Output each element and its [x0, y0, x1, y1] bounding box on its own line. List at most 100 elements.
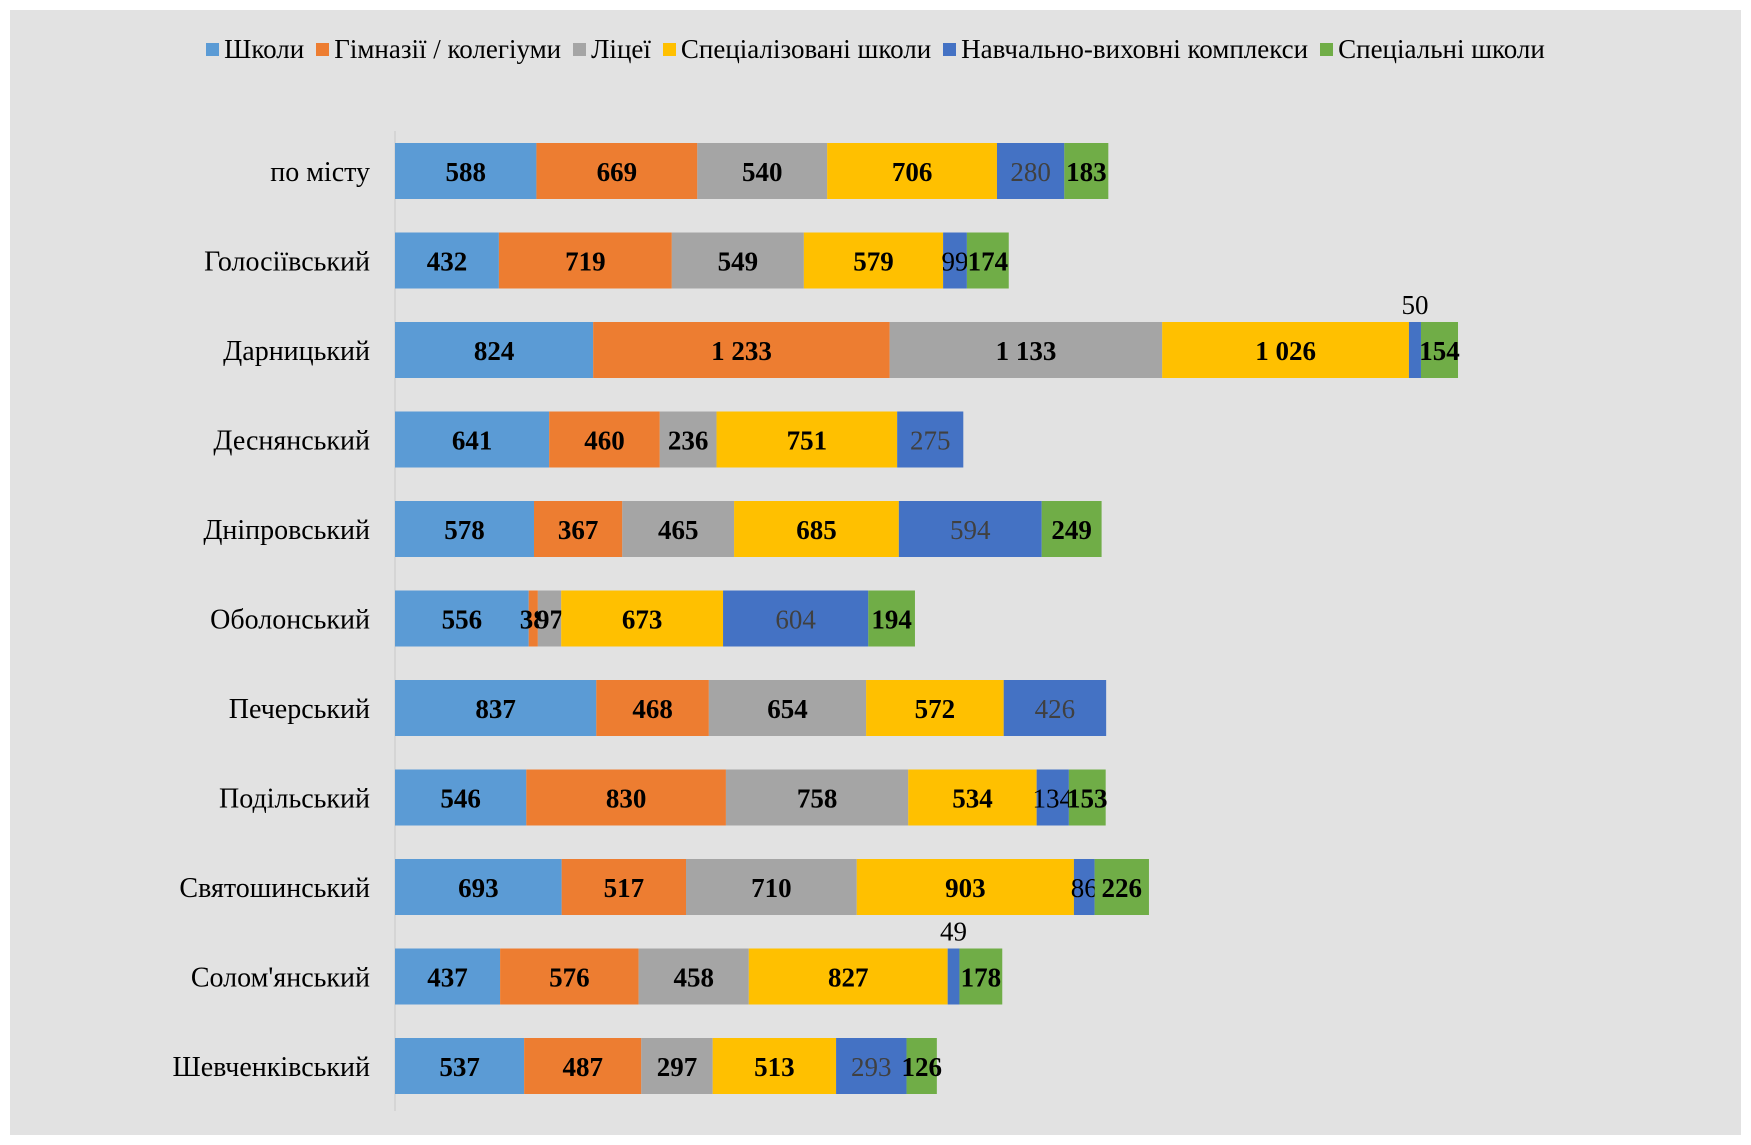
- bar-segment: [395, 680, 597, 736]
- data-label: 540: [742, 157, 783, 187]
- bar-segment: [898, 501, 1042, 557]
- data-label: 556: [442, 605, 483, 635]
- category-label: Подільський: [219, 784, 370, 815]
- bar-segment: [1408, 322, 1421, 378]
- bar-segment: [561, 859, 687, 915]
- data-label: 183: [1066, 157, 1107, 187]
- data-label: 460: [584, 426, 625, 456]
- data-label: 549: [718, 247, 759, 277]
- bar-segment: [536, 143, 698, 199]
- data-label: 654: [767, 694, 808, 724]
- bar-segment: [593, 322, 890, 378]
- category-label: Святошинський: [179, 873, 370, 904]
- bar-segment: [395, 1038, 525, 1094]
- bar-segment: [906, 1038, 937, 1094]
- legend-item: Ліцеї: [573, 34, 651, 65]
- bar-segment: [708, 680, 867, 736]
- data-label: 903: [945, 873, 986, 903]
- legend-swatch: [1320, 43, 1334, 56]
- bar-segment: [836, 1038, 907, 1094]
- data-label: 706: [892, 157, 933, 187]
- data-label: 693: [458, 873, 499, 903]
- data-label: 49: [940, 917, 967, 947]
- bar-segment: [395, 322, 594, 378]
- legend-label: Спеціальні школи: [1338, 34, 1545, 64]
- bar-segment: [641, 1038, 713, 1094]
- bar-segment: [868, 590, 915, 647]
- data-label: 154: [1419, 336, 1460, 366]
- bar-segment: [395, 411, 550, 468]
- data-label: 1 026: [1255, 336, 1316, 366]
- data-label: 517: [604, 873, 645, 903]
- bar-segment: [659, 411, 717, 468]
- data-label: 604: [775, 605, 816, 635]
- data-label: 97: [536, 605, 563, 635]
- data-label: 537: [439, 1052, 480, 1082]
- bar-segment: [908, 769, 1037, 826]
- data-label: 194: [871, 605, 912, 635]
- data-label: 293: [851, 1052, 892, 1082]
- data-label: 134: [1033, 784, 1074, 814]
- legend-label: Школи: [224, 34, 305, 64]
- bar-segment: [966, 232, 1009, 289]
- legend-swatch: [316, 43, 330, 56]
- bar-segment: [596, 680, 709, 736]
- bar-segment: [686, 859, 857, 915]
- bar-segment: [549, 411, 660, 468]
- bar-segment: [734, 501, 899, 557]
- bar-segment: [866, 680, 1004, 736]
- bar-segment: [622, 501, 735, 557]
- data-label: 174: [968, 247, 1009, 277]
- bar-segment: [697, 143, 828, 199]
- data-label: 226: [1102, 873, 1143, 903]
- data-label: 641: [452, 426, 493, 456]
- bar-segment: [856, 859, 1074, 915]
- legend-item: Школи: [206, 34, 304, 65]
- data-label: 594: [950, 515, 991, 545]
- legend-swatch: [662, 43, 676, 56]
- data-label: 297: [657, 1052, 698, 1082]
- data-label: 126: [901, 1052, 942, 1082]
- data-label: 1 233: [711, 336, 772, 366]
- data-label: 673: [622, 605, 663, 635]
- data-label: 99: [942, 247, 969, 277]
- bar-segment: [1420, 322, 1459, 378]
- bar-segment: [524, 1038, 642, 1094]
- bar-segment: [395, 769, 527, 826]
- category-label: Солом'янський: [191, 963, 370, 994]
- bar-segment: [1041, 501, 1102, 557]
- bar-segment: [803, 232, 944, 289]
- category-label: Деснянський: [213, 426, 370, 457]
- category-label: Дарницький: [223, 336, 370, 367]
- category-label: по місту: [270, 157, 370, 188]
- data-label: 275: [910, 426, 951, 456]
- bar-segment: [395, 501, 535, 557]
- bar-segment: [395, 143, 537, 199]
- data-label: 685: [796, 515, 837, 545]
- data-label: 426: [1035, 694, 1076, 724]
- bar-segment: [1068, 769, 1106, 826]
- legend-label: Навчально-виховні комплекси: [961, 34, 1309, 64]
- category-label: Голосіївський: [204, 247, 370, 278]
- data-label: 236: [668, 426, 709, 456]
- bar-segment: [395, 948, 501, 1005]
- bar-segment: [1003, 680, 1107, 736]
- bar-segment: [1064, 143, 1109, 199]
- bar-segment: [395, 590, 529, 647]
- data-label: 710: [751, 873, 792, 903]
- bar-segment: [1162, 322, 1409, 378]
- data-label: 458: [673, 963, 714, 993]
- category-label: Печерський: [229, 694, 370, 725]
- bar-segment: [1036, 769, 1069, 826]
- data-label: 468: [632, 694, 673, 724]
- data-label: 751: [787, 426, 828, 456]
- legend-swatch: [943, 43, 957, 56]
- legend-item: Навчально-виховні комплекси: [943, 34, 1308, 65]
- data-label: 437: [427, 963, 468, 993]
- data-label: 578: [444, 515, 485, 545]
- legend-item: Гімназії / колегіуми: [316, 34, 561, 65]
- data-label: 579: [853, 247, 894, 277]
- data-label: 837: [475, 694, 516, 724]
- legend-swatch: [206, 43, 220, 56]
- bar-segment: [947, 948, 960, 1005]
